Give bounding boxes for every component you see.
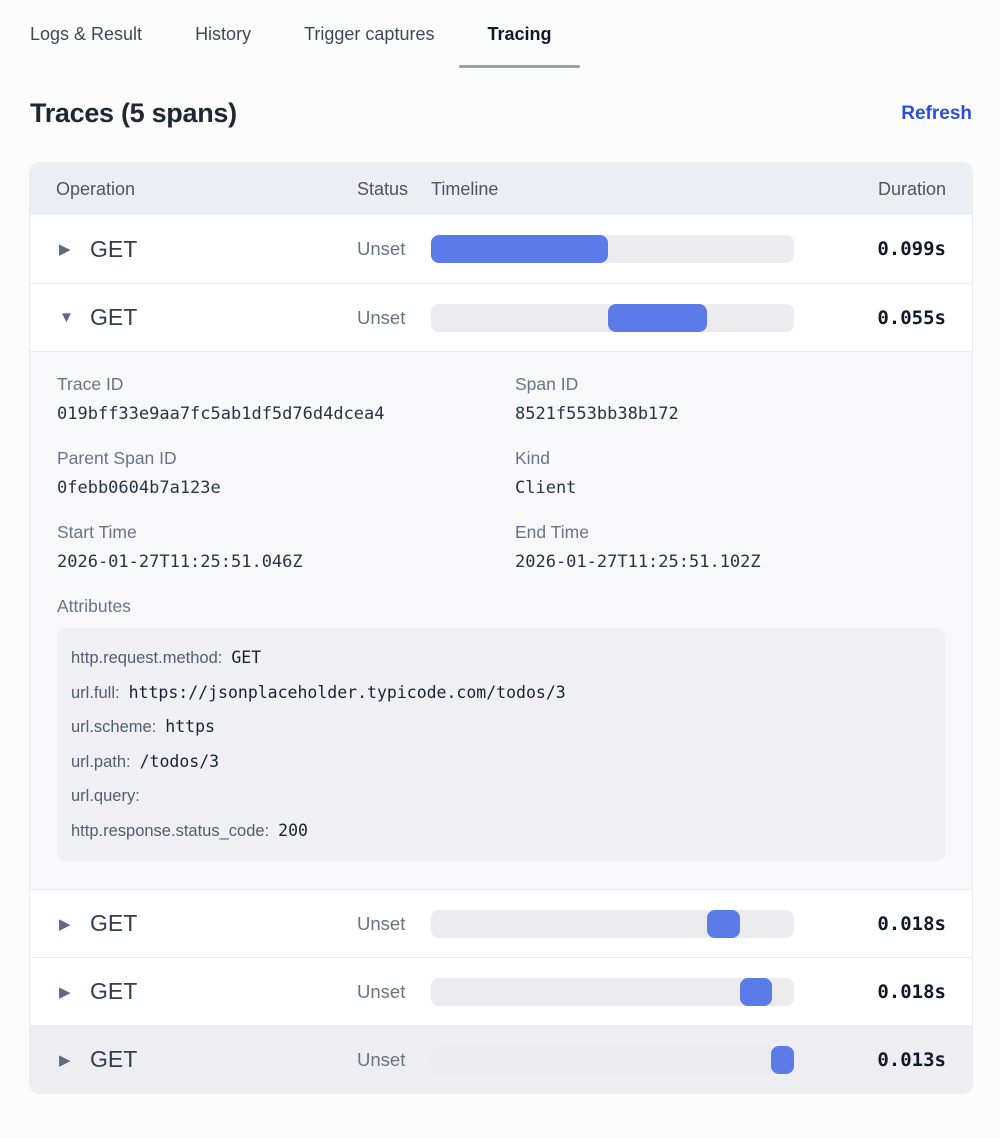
caret-right-icon[interactable]: ▶ [59,915,71,933]
field-start-time: Start Time 2026-01-27T11:25:51.046Z [57,522,515,572]
timeline-bar [431,235,609,263]
traces-table: Operation Status Timeline Duration ▶ GET… [30,163,972,1093]
operation-label: GET [90,910,138,936]
refresh-button[interactable]: Refresh [901,102,972,124]
field-value: 0febb0604b7a123e [57,478,221,498]
attribute-value: GET [231,648,262,667]
field-parent-span-id: Parent Span ID 0febb0604b7a123e [57,448,515,498]
caret-down-icon[interactable]: ▼ [59,309,74,326]
attribute-value: https://jsonplaceholder.typicode.com/tod… [128,682,566,702]
field-value: 2026-01-27T11:25:51.102Z [515,552,761,572]
attribute-key: http.request.method: [71,649,223,667]
attribute-row: http.request.method: GET [71,641,931,676]
field-value: 019bff33e9aa7fc5ab1df5d76d4dcea4 [57,404,385,424]
field-label: Span ID [515,374,579,394]
column-header-timeline: Timeline [431,178,499,199]
attribute-key: url.full: [71,683,120,702]
field-value: 2026-01-27T11:25:51.046Z [57,552,303,572]
tab-history[interactable]: History [195,23,252,44]
status-label: Unset [357,306,406,328]
page-title: Traces (5 spans) [30,98,237,128]
field-value: 8521f553bb38b172 [515,404,679,424]
span-row[interactable]: ▶ GET Unset 0.018s [30,957,972,1025]
field-trace-id: Trace ID 019bff33e9aa7fc5ab1df5d76d4dcea… [57,374,515,424]
attribute-key: url.scheme: [71,718,157,736]
duration-value: 0.013s [877,1048,946,1071]
caret-right-icon[interactable]: ▶ [59,1051,71,1069]
attribute-row: url.full: https://jsonplaceholder.typicod… [71,676,931,711]
timeline-track [431,909,794,938]
table-header: Operation Status Timeline Duration [30,163,972,215]
attribute-row: url.path: /todos/3 [71,745,931,780]
field-kind: Kind Client [515,448,945,498]
field-label: Start Time [57,522,137,542]
status-label: Unset [357,980,406,1002]
caret-right-icon[interactable]: ▶ [59,241,71,258]
timeline-bar [707,909,740,938]
timeline-bar [739,977,772,1006]
attribute-value: 200 [278,820,308,840]
column-header-status: Status [357,178,409,199]
attributes-label: Attributes [57,596,131,616]
attribute-key: url.path: [71,752,131,771]
field-label: Parent Span ID [57,448,177,468]
duration-value: 0.055s [877,306,946,329]
span-row[interactable]: ▶ GET Unset 0.099s [30,215,972,283]
field-span-id: Span ID 8521f553bb38b172 [515,374,945,424]
attribute-row: http.response.status_code: 200 [71,814,931,849]
operation-label: GET [90,978,138,1004]
span-row[interactable]: ▶ GET Unset 0.018s [30,889,972,957]
timeline-bar [608,303,707,332]
span-row[interactable]: ▶ GET Unset 0.013s [30,1025,972,1093]
tab-logs-result[interactable]: Logs & Result [30,23,143,44]
column-header-operation: Operation [56,178,136,199]
operation-label: GET [90,235,138,262]
attribute-row: url.query: [71,779,931,814]
field-value: Client [515,478,577,498]
attribute-key: http.response.status_code: [71,821,270,840]
timeline-track [431,977,794,1006]
tab-tracing[interactable]: Tracing [459,0,580,68]
status-label: Unset [357,912,406,934]
operation-label: GET [90,304,138,330]
span-row-expanded[interactable]: ▼ GET Unset 0.055s [30,283,972,351]
timeline-track [431,303,794,332]
duration-value: 0.018s [877,980,946,1003]
timeline-track [431,1045,794,1074]
attributes-box: http.request.method: GET url.full: https:/… [57,628,945,861]
attribute-value: /todos/3 [139,751,220,771]
title-row: Traces (5 spans) Refresh [0,68,1000,129]
duration-value: 0.018s [877,912,946,935]
operation-label: GET [90,1046,138,1072]
attribute-value: https [165,717,215,736]
attribute-row: url.scheme: https [71,710,931,745]
caret-right-icon[interactable]: ▶ [59,983,71,1001]
status-label: Unset [357,238,406,259]
duration-value: 0.099s [877,238,946,260]
field-label: Kind [515,448,551,468]
tab-bar: Logs & Result History Trigger captures T… [0,0,1000,68]
timeline-bar [770,1045,794,1074]
attribute-key: url.query: [71,787,140,805]
tab-trigger-captures[interactable]: Trigger captures [304,23,435,44]
span-detail-panel: Trace ID 019bff33e9aa7fc5ab1df5d76d4dcea… [30,351,972,889]
field-label: End Time [515,522,589,542]
field-end-time: End Time 2026-01-27T11:25:51.102Z [515,522,945,572]
column-header-duration: Duration [877,178,946,199]
timeline-track [431,235,794,263]
field-label: Trace ID [57,374,124,394]
status-label: Unset [357,1048,406,1070]
